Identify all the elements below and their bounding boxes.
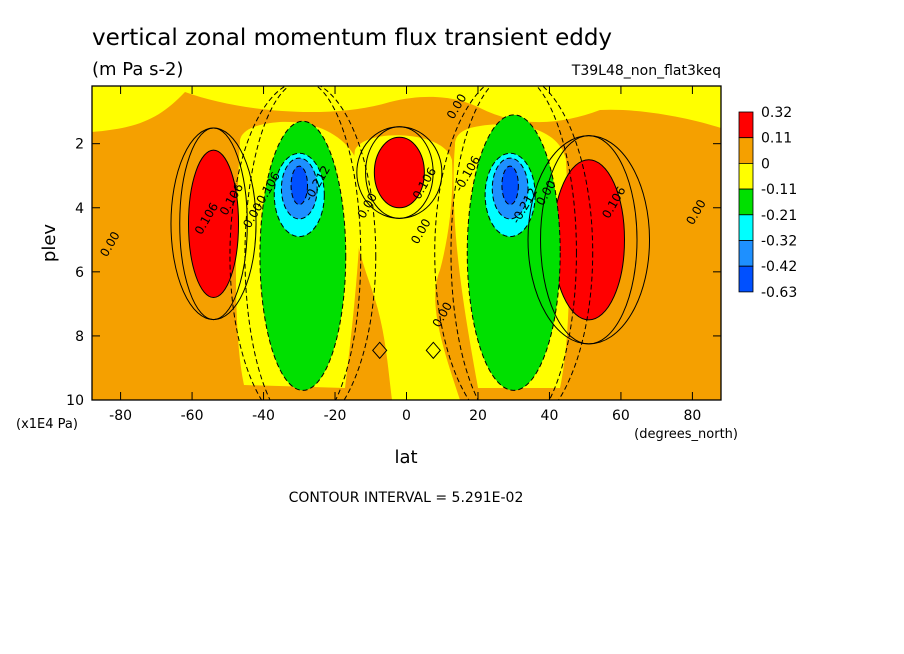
- x-tick-label-8: 80: [683, 408, 701, 424]
- y-tick-label-2: 6: [75, 265, 84, 281]
- x-tick-label-0: -80: [109, 408, 132, 424]
- x-tick-label-3: -20: [324, 408, 347, 424]
- small-contour-diamond-1: [425, 341, 441, 360]
- contour-line-0-1: [170, 127, 257, 321]
- y-tick-label-1: 4: [75, 201, 84, 217]
- y-axis-label: plev: [39, 224, 60, 263]
- x-tick-label-5: 20: [469, 408, 487, 424]
- legend-label-4: -0.21: [761, 208, 797, 224]
- y-tick-label-4: 10: [66, 393, 84, 409]
- legend-label-7: -0.63: [761, 285, 797, 301]
- x-axis-units: (degrees_north): [634, 427, 738, 442]
- legend-swatch-0: [738, 111, 754, 139]
- color-legend: 0.32 0.11 0 -0.11 -0.21 -0.32 -0.42 -0.63: [738, 105, 797, 301]
- x-tick-label-2: -40: [252, 408, 275, 424]
- x-tick-label-6: 40: [541, 408, 559, 424]
- contour-line-3-1: [229, 86, 377, 400]
- y-axis-units: (x1E4 Pa): [16, 417, 78, 432]
- chart-units: (m Pa s-2): [92, 59, 183, 80]
- legend-label-5: -0.32: [761, 234, 797, 250]
- contour-interval-label: CONTOUR INTERVAL = 5.291E-02: [289, 490, 524, 506]
- x-tick-label-1: -60: [181, 408, 204, 424]
- legend-swatch-1: [738, 137, 754, 164]
- contour-line-2-1: [527, 135, 651, 345]
- contour-line-3-0: [244, 86, 362, 400]
- contour-line-1-1: [356, 126, 443, 219]
- negative-minimum-10: [501, 165, 519, 206]
- dataset-label: T39L48_non_flat3keq: [571, 63, 721, 79]
- legend-swatch-4: [738, 214, 754, 241]
- legend-label-1: 0.11: [761, 131, 792, 147]
- positive-maximum-2: [552, 159, 626, 321]
- legend-label-3: -0.11: [761, 182, 797, 198]
- positive-maximum-0: [187, 149, 240, 298]
- legend-label-2: 0: [761, 156, 770, 172]
- x-tick-label-4: 0: [402, 408, 411, 424]
- legend-swatch-2: [738, 162, 754, 190]
- legend-label-0: 0.32: [761, 105, 792, 121]
- y-tick-label-0: 2: [75, 137, 84, 153]
- contour-line-7-1: [434, 86, 594, 400]
- negative-minimum-6: [290, 165, 309, 206]
- x-axis-label: lat: [394, 447, 417, 468]
- upper-positive-band: [92, 86, 721, 132]
- x-tick-label-7: 60: [612, 408, 630, 424]
- small-contour-diamond-0: [372, 341, 388, 360]
- legend-label-6: -0.42: [761, 259, 797, 275]
- y-tick-label-3: 8: [75, 329, 84, 345]
- legend-swatch-3: [738, 188, 754, 216]
- contour-line-7-0: [450, 86, 577, 400]
- legend-swatch-6: [738, 265, 754, 293]
- positive-maximum-1: [373, 136, 425, 209]
- chart-title: vertical zonal momentum flux transient e…: [92, 25, 612, 51]
- legend-swatch-5: [738, 240, 754, 267]
